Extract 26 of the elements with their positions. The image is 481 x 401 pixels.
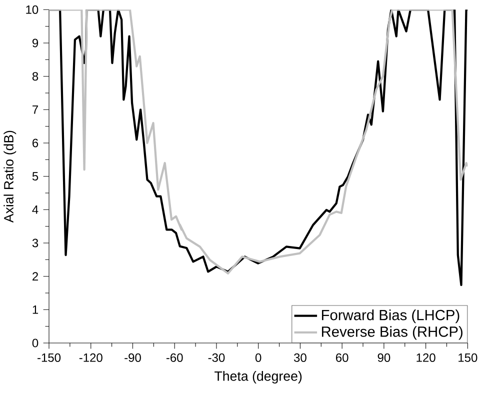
legend-label: Reverse Bias (RHCP) xyxy=(322,326,462,340)
y-tick-label: 9 xyxy=(32,38,38,48)
y-tick-label: 10 xyxy=(26,5,38,14)
x-tick-label: 60 xyxy=(336,353,348,362)
y-tick-label: 5 xyxy=(32,172,38,181)
x-tick-label: 90 xyxy=(378,353,390,362)
y-tick-label: 1 xyxy=(32,306,38,314)
y-tick-label: 3 xyxy=(32,238,38,248)
y-tick-label: 0 xyxy=(32,338,38,348)
y-axis-title: Axial Ratio (dB) xyxy=(4,130,16,223)
x-tick-label: 30 xyxy=(294,353,306,362)
y-tick-label: 2 xyxy=(32,272,38,281)
x-tick-label: 120 xyxy=(416,353,436,362)
legend-label: Forward Bias (LHCP) xyxy=(322,309,460,324)
x-tick-label: -120 xyxy=(79,353,102,362)
x-tick-label: -150 xyxy=(38,353,61,362)
x-tick-label: -90 xyxy=(124,353,141,362)
y-tick-label: 8 xyxy=(32,72,38,81)
x-tick-label: 150 xyxy=(458,353,478,362)
y-tick-label: 6 xyxy=(32,138,38,148)
x-axis-title: Theta (degree) xyxy=(214,371,302,384)
x-tick-label: -60 xyxy=(166,353,183,362)
y-tick-label: 7 xyxy=(32,106,38,114)
x-tick-label: -30 xyxy=(208,353,225,362)
x-tick-label: 0 xyxy=(255,353,262,362)
y-tick-label: 4 xyxy=(32,206,38,214)
